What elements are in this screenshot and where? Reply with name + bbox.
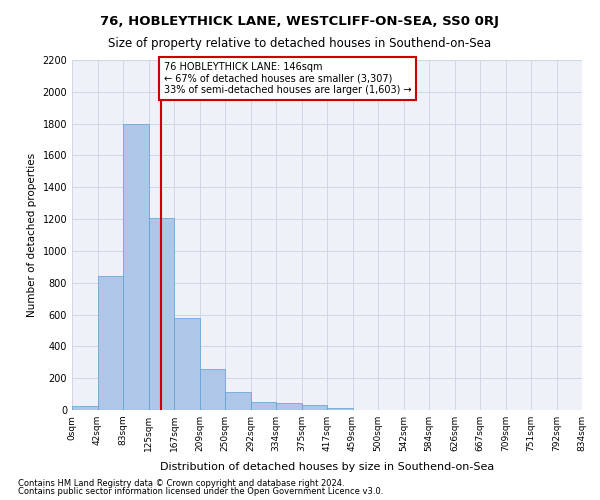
Bar [72, 406, 97, 410]
Text: 76 HOBLEYTHICK LANE: 146sqm
← 67% of detached houses are smaller (3,307)
33% of : 76 HOBLEYTHICK LANE: 146sqm ← 67% of det… [164, 62, 412, 95]
Bar [251, 402, 276, 410]
Bar [97, 276, 123, 410]
Bar [123, 124, 149, 410]
Y-axis label: Number of detached properties: Number of detached properties [27, 153, 37, 317]
Bar [149, 218, 174, 410]
Bar [327, 408, 353, 410]
Bar [276, 403, 302, 410]
Text: Contains public sector information licensed under the Open Government Licence v3: Contains public sector information licen… [18, 487, 383, 496]
Text: 76, HOBLEYTHICK LANE, WESTCLIFF-ON-SEA, SS0 0RJ: 76, HOBLEYTHICK LANE, WESTCLIFF-ON-SEA, … [101, 15, 499, 28]
X-axis label: Distribution of detached houses by size in Southend-on-Sea: Distribution of detached houses by size … [160, 462, 494, 472]
Bar [199, 368, 225, 410]
Text: Contains HM Land Registry data © Crown copyright and database right 2024.: Contains HM Land Registry data © Crown c… [18, 478, 344, 488]
Bar [225, 392, 251, 410]
Bar [302, 405, 327, 410]
Text: Size of property relative to detached houses in Southend-on-Sea: Size of property relative to detached ho… [109, 38, 491, 51]
Bar [174, 318, 199, 410]
